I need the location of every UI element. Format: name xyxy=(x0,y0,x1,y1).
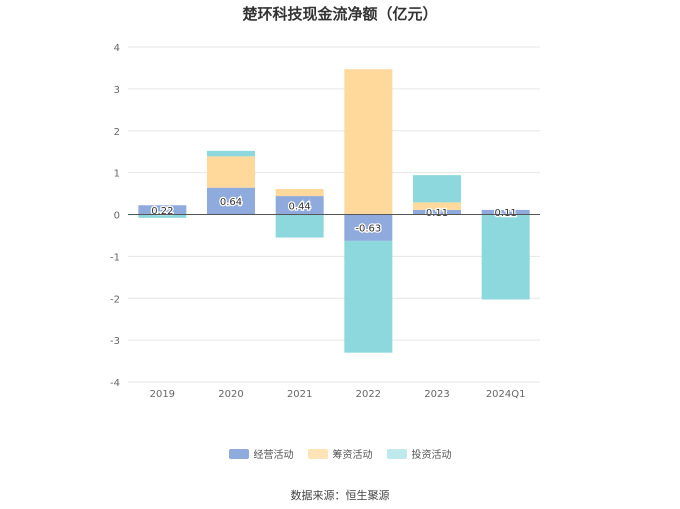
data-labels: 0.22 0.64 0.44 -0.63 0.11 0.11 xyxy=(150,196,518,236)
x-tick-label-2024Q1: 2024Q1 xyxy=(486,389,526,400)
bar-series2-2024Q1[interactable] xyxy=(481,214,530,300)
legend-item-financing[interactable]: 筹资活动 xyxy=(307,446,373,461)
legend-item-investing[interactable]: 投资活动 xyxy=(386,446,452,461)
legend-swatch-financing xyxy=(307,448,328,459)
y-tick-label: 3 xyxy=(114,85,120,96)
bar-series2-2023[interactable] xyxy=(413,175,461,203)
legend-swatch-investing xyxy=(386,448,407,459)
bar-series0-2024Q1[interactable] xyxy=(481,209,530,215)
legend-swatch-operating xyxy=(228,448,249,459)
chart-title: 楚环科技现金流净额（亿元） xyxy=(242,5,438,23)
legend-label-operating: 经营活动 xyxy=(253,450,294,461)
x-tick-label-2022: 2022 xyxy=(356,389,381,400)
legend-label-financing: 筹资活动 xyxy=(332,450,373,461)
data-label-2020: 0.64 xyxy=(220,197,242,208)
legend-label-investing: 投资活动 xyxy=(411,450,452,461)
bar-series1-2021[interactable] xyxy=(275,188,324,197)
bar-series0-2020[interactable] xyxy=(207,187,255,215)
y-tick-label: -2 xyxy=(110,294,120,305)
y-tick-label: -4 xyxy=(110,378,120,389)
data-label-2022: -0.63 xyxy=(355,224,381,235)
bar-series0-2023[interactable] xyxy=(413,209,461,215)
bar-series1-2020[interactable] xyxy=(207,156,255,188)
bar-series2-2020[interactable] xyxy=(207,150,255,157)
x-tick-label-2019: 2019 xyxy=(150,389,175,400)
bar-series2-2021[interactable] xyxy=(275,214,324,238)
y-tick-label: 1 xyxy=(114,169,120,180)
bar-series0-2019[interactable] xyxy=(138,205,187,215)
data-source: 数据来源：恒生聚源 xyxy=(290,489,390,502)
data-label-2024Q1: 0.11 xyxy=(495,208,517,219)
y-tick-label: -3 xyxy=(110,336,120,347)
bar-series2-2022[interactable] xyxy=(344,240,393,353)
data-label-2023: 0.11 xyxy=(426,208,448,219)
y-tick-label: 0 xyxy=(114,211,120,222)
x-tick-label-2021: 2021 xyxy=(287,389,312,400)
bar-series1-2022[interactable] xyxy=(344,69,393,215)
x-tick-label-2023: 2023 xyxy=(424,389,449,400)
data-label-2021: 0.44 xyxy=(289,201,311,212)
bar-series0-2022[interactable] xyxy=(344,214,393,241)
legend-item-operating[interactable]: 经营活动 xyxy=(228,446,294,461)
legend: 经营活动 筹资活动 投资活动 xyxy=(0,446,680,461)
y-tick-label: 4 xyxy=(114,43,120,54)
bar-series0-2021[interactable] xyxy=(275,196,324,215)
x-tick-label-2020: 2020 xyxy=(218,389,243,400)
y-tick-label: -1 xyxy=(110,252,120,263)
y-tick-label: 2 xyxy=(114,127,120,138)
bar-series2-2019[interactable] xyxy=(138,214,187,218)
data-label-2019: 0.22 xyxy=(151,206,173,217)
bar-series1-2023[interactable] xyxy=(413,202,461,210)
bars xyxy=(138,69,530,353)
cashflow-chart: 0.22 0.64 0.44 -0.63 0.11 0.11 4 3 2 1 0 -1 -2 -3 -4 2… xyxy=(110,43,540,400)
axes: 4 3 2 1 0 -1 -2 -3 -4 2019 2020 2021 2022 2023 2024Q1 xyxy=(110,43,540,400)
